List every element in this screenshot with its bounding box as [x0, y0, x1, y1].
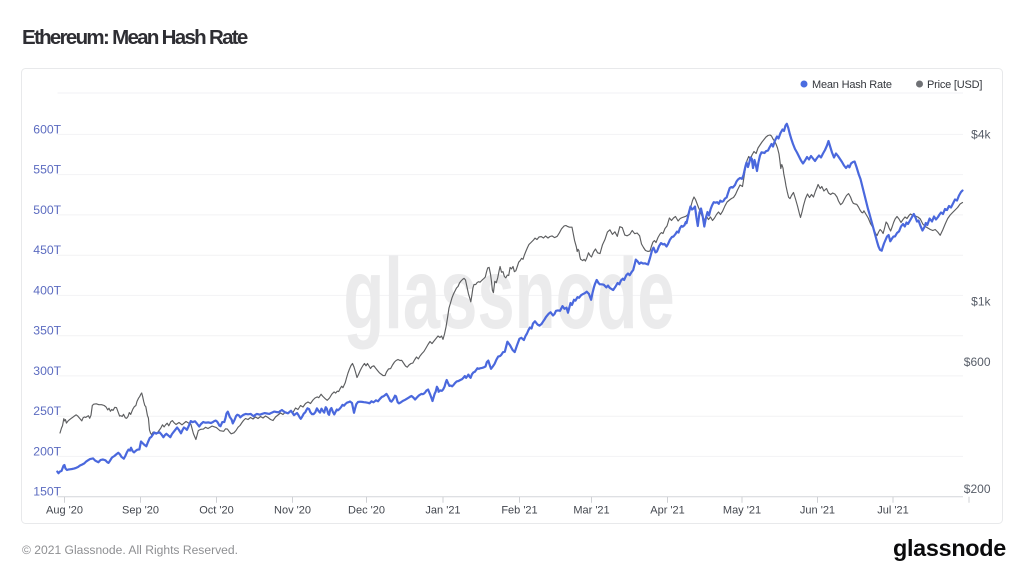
svg-text:Jan '21: Jan '21	[425, 505, 460, 517]
svg-text:Oct '20: Oct '20	[199, 505, 234, 517]
svg-text:Sep '20: Sep '20	[122, 505, 159, 517]
svg-text:150T: 150T	[33, 485, 61, 499]
svg-text:Mar '21: Mar '21	[573, 505, 609, 517]
svg-text:300T: 300T	[33, 364, 61, 378]
svg-text:250T: 250T	[33, 404, 61, 418]
svg-text:500T: 500T	[33, 203, 61, 217]
svg-text:$200: $200	[964, 482, 991, 496]
svg-text:$600: $600	[964, 355, 991, 369]
svg-text:Jul '21: Jul '21	[877, 505, 908, 517]
svg-text:$4k: $4k	[971, 128, 991, 142]
svg-text:450T: 450T	[33, 243, 61, 257]
svg-text:May '21: May '21	[723, 505, 761, 517]
svg-text:Aug '20: Aug '20	[46, 505, 83, 517]
svg-text:Nov '20: Nov '20	[274, 505, 311, 517]
svg-text:Feb '21: Feb '21	[501, 505, 537, 517]
svg-text:550T: 550T	[33, 163, 61, 177]
svg-text:Mean Hash Rate: Mean Hash Rate	[812, 79, 892, 91]
svg-text:glassnode: glassnode	[343, 239, 674, 351]
svg-text:$1k: $1k	[971, 295, 991, 309]
svg-text:Price [USD]: Price [USD]	[927, 79, 982, 91]
svg-text:350T: 350T	[33, 324, 61, 338]
svg-text:Apr '21: Apr '21	[650, 505, 685, 517]
svg-text:Jun '21: Jun '21	[800, 505, 835, 517]
svg-text:200T: 200T	[33, 444, 61, 458]
svg-text:400T: 400T	[33, 283, 61, 297]
svg-text:Dec '20: Dec '20	[348, 505, 385, 517]
svg-text:600T: 600T	[33, 122, 61, 136]
